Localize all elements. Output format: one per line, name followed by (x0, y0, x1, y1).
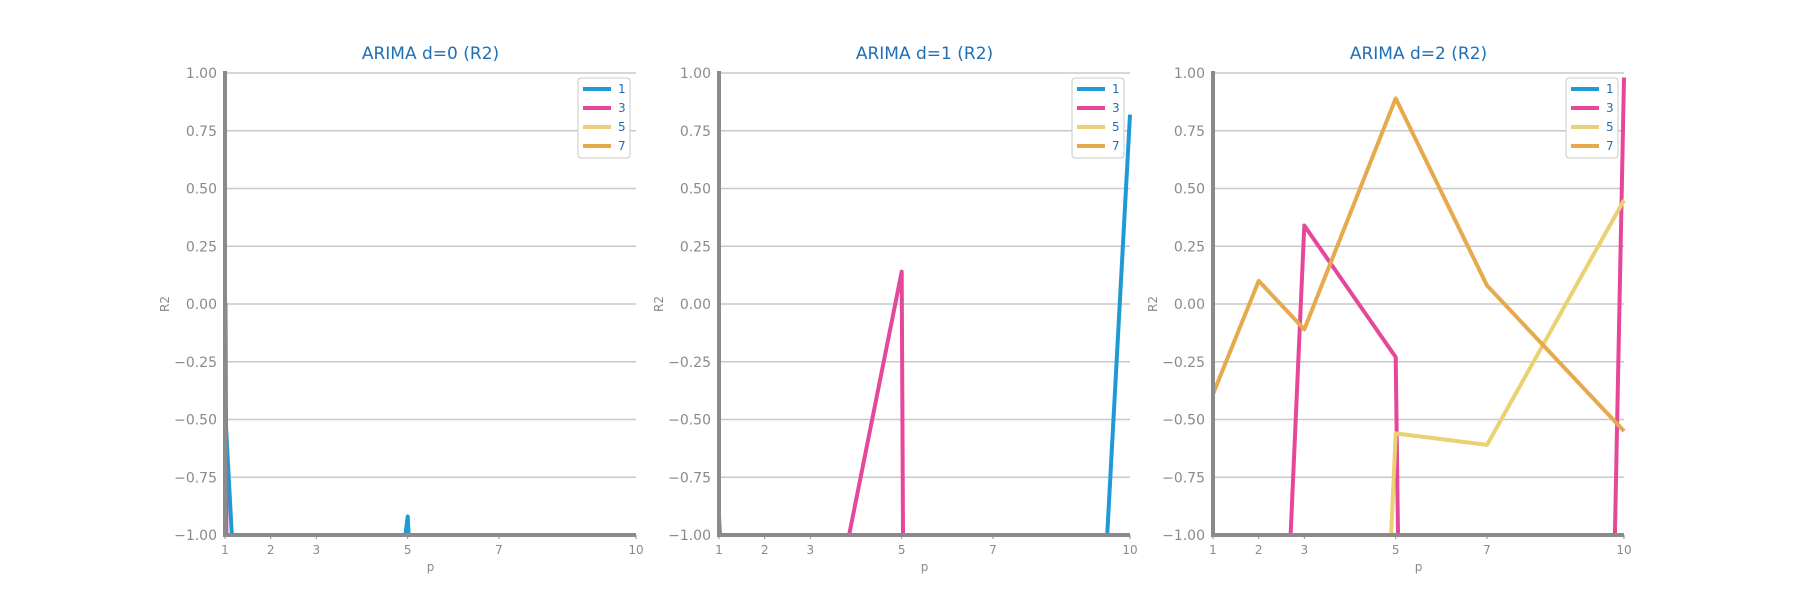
x-tick-label: 3 (1301, 543, 1309, 557)
x-axis-label: p (1415, 560, 1423, 574)
x-tick-label: 1 (715, 543, 723, 557)
legend-label: 5 (1606, 120, 1614, 134)
y-tick-label: −0.50 (174, 413, 217, 429)
y-tick-label: −1.00 (668, 528, 711, 544)
chart-title: ARIMA d=1 (R2) (856, 44, 993, 64)
legend: 1 3 5 7 (1071, 77, 1125, 159)
legend-label: 1 (618, 82, 626, 96)
y-tick-label: −1.00 (174, 528, 217, 544)
y-tick-label: −1.00 (1162, 528, 1205, 544)
y-tick-label: 0.50 (680, 182, 711, 198)
x-tick-label: 1 (221, 543, 229, 557)
legend-label: 7 (1112, 139, 1120, 153)
y-tick-label: −0.25 (668, 355, 711, 371)
x-tick-label: 2 (1255, 543, 1263, 557)
y-axis-label: R2 (1146, 296, 1160, 312)
chart-panel-3: 1.00 0.75 0.50 0.25 0.00 −0.25 −0.50 −0.75 −1.00… (1146, 44, 1632, 574)
x-tick-label: 1 (1209, 543, 1217, 557)
legend-label: 5 (1112, 120, 1120, 134)
y-tick-label: 1.00 (1174, 66, 1205, 82)
y-tick-label: 0.25 (680, 239, 711, 255)
x-tick-label: 5 (1392, 543, 1400, 557)
y-tick-label: 0.75 (680, 124, 711, 140)
chart-title: ARIMA d=0 (R2) (362, 44, 499, 64)
x-tick-label: 10 (1616, 543, 1631, 557)
legend-label: 7 (618, 139, 626, 153)
legend-label: 1 (1606, 82, 1614, 96)
y-tick-label: −0.75 (668, 470, 711, 486)
legend-frame (1565, 77, 1619, 159)
x-axis-label: p (427, 560, 435, 574)
legend-frame (577, 77, 631, 159)
y-tick-label: −0.75 (1162, 470, 1205, 486)
x-tick-label: 5 (898, 543, 906, 557)
legend-label: 1 (1112, 82, 1120, 96)
y-tick-label: 0.00 (1174, 297, 1205, 313)
series-line-7 (1211, 96, 1626, 433)
y-tick-label: 0.50 (1174, 182, 1205, 198)
chart-panel-2: 1.00 0.75 0.50 0.25 0.00 −0.25 −0.50 −0.75 −1.00… (652, 44, 1138, 574)
x-tick-label: 7 (495, 543, 503, 557)
x-tick-label: 3 (313, 543, 321, 557)
legend-frame (1071, 77, 1125, 159)
chart-panel-1: 1.00 0.75 0.50 0.25 0.00 −0.25 −0.50 −0.75 −1.00… (158, 44, 644, 574)
x-tick-label: 3 (807, 543, 815, 557)
x-tick-label: 7 (989, 543, 997, 557)
legend: 1 3 5 7 (577, 77, 631, 159)
y-tick-label: −0.75 (174, 470, 217, 486)
y-tick-label: −0.25 (1162, 355, 1205, 371)
y-tick-label: 0.50 (186, 182, 217, 198)
x-tick-label: 10 (1122, 543, 1137, 557)
series-line-5 (1389, 199, 1626, 536)
y-axis-label: R2 (158, 296, 172, 312)
series-line-3 (719, 269, 1130, 537)
chart-title: ARIMA d=2 (R2) (1350, 44, 1487, 64)
legend-label: 7 (1606, 139, 1614, 153)
y-tick-label: 0.00 (186, 297, 217, 313)
y-tick-label: 0.25 (186, 239, 217, 255)
x-axis-label: p (921, 560, 929, 574)
legend-label: 3 (1606, 101, 1614, 115)
y-tick-label: −0.50 (1162, 413, 1205, 429)
y-tick-label: −0.25 (174, 355, 217, 371)
y-tick-label: 1.00 (680, 66, 711, 82)
y-axis-label: R2 (652, 296, 666, 312)
series-line-1 (223, 407, 636, 537)
y-tick-label: −0.50 (668, 413, 711, 429)
y-tick-label: 0.00 (680, 297, 711, 313)
y-tick-label: 1.00 (186, 66, 217, 82)
y-tick-label: 0.75 (1174, 124, 1205, 140)
series-line-1 (717, 114, 1132, 537)
x-tick-label: 10 (628, 543, 643, 557)
y-tick-label: 0.75 (186, 124, 217, 140)
x-tick-label: 2 (761, 543, 769, 557)
legend: 1 3 5 7 (1565, 77, 1619, 159)
legend-label: 5 (618, 120, 626, 134)
x-tick-label: 7 (1483, 543, 1491, 557)
legend-label: 3 (618, 101, 626, 115)
x-tick-label: 2 (267, 543, 275, 557)
legend-label: 3 (1112, 101, 1120, 115)
x-tick-label: 5 (404, 543, 412, 557)
y-tick-label: 0.25 (1174, 239, 1205, 255)
